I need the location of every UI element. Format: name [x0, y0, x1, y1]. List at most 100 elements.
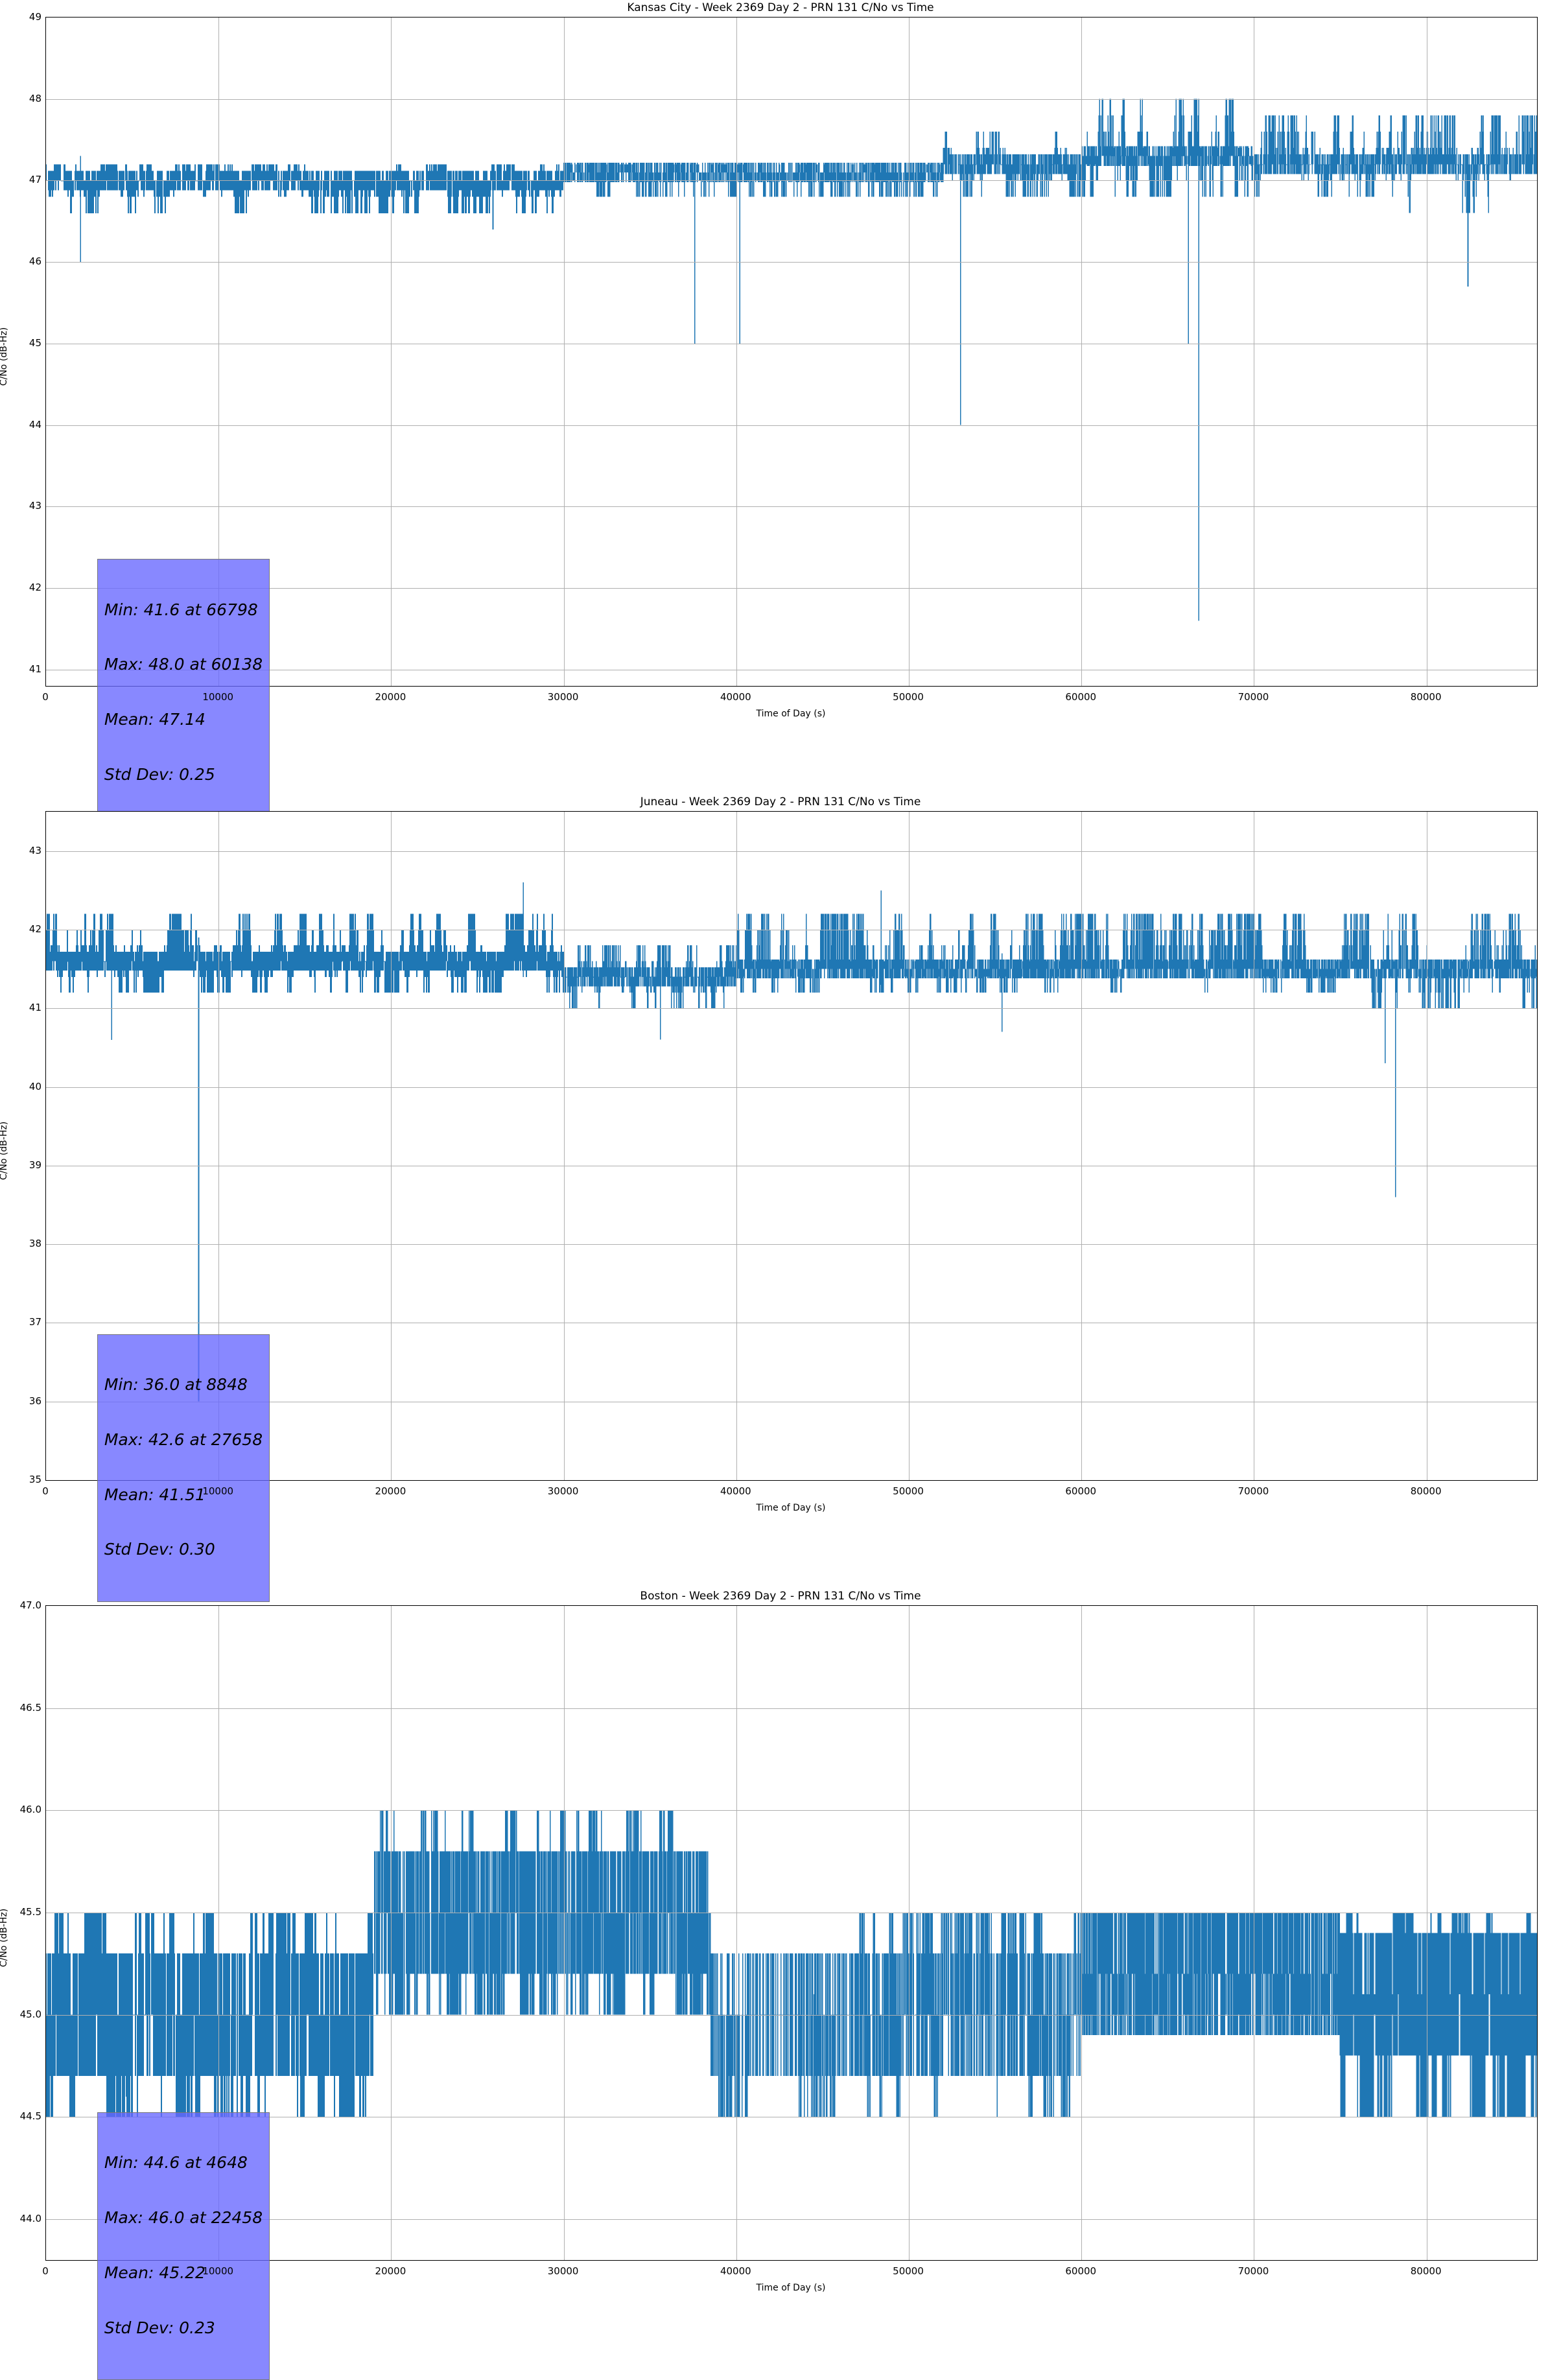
y-axis-tick-label: 47.0: [19, 1599, 41, 1611]
gridline-horizontal: [46, 2014, 1537, 2016]
y-axis-tick-label: 42: [29, 582, 41, 594]
x-axis-tick-label: 70000: [1238, 2265, 1269, 2277]
chart-panel-boston: Boston - Week 2369 Day 2 - PRN 131 C/No …: [0, 1588, 1561, 2380]
gridline-horizontal: [46, 1810, 1537, 1811]
gridline-vertical: [391, 1606, 392, 2260]
gridline-vertical: [218, 1606, 220, 2260]
stats-annotation-box: Min: 36.0 at 8848 Max: 42.6 at 27658 Mea…: [97, 1334, 270, 1603]
y-axis-label: C/No (dB-Hz): [0, 1121, 9, 1180]
x-axis-tick-label: 70000: [1238, 691, 1269, 703]
gridline-vertical: [909, 18, 910, 686]
y-axis-tick-label: 45.5: [19, 1905, 41, 1918]
gridline-vertical: [1081, 1606, 1083, 2260]
x-axis-tick-mark: [564, 1480, 565, 1481]
x-axis-tick-label: 50000: [893, 1485, 924, 1497]
y-axis-tick-mark: [45, 506, 46, 507]
y-axis-tick-label: 49: [29, 11, 41, 23]
x-axis-tick-label: 70000: [1238, 1485, 1269, 1497]
gridline-horizontal: [46, 851, 1537, 852]
x-axis-tick-label: 20000: [375, 691, 406, 703]
x-axis-tick-mark: [909, 686, 910, 687]
y-axis-tick-label: 43: [29, 844, 41, 856]
y-axis-tick-mark: [45, 1087, 46, 1088]
x-axis-tick-mark: [1081, 2260, 1082, 2261]
gridline-vertical: [736, 1606, 737, 2260]
x-axis-tick-mark: [46, 2260, 47, 2261]
x-axis-tick-label: 0: [42, 2265, 49, 2277]
gridline-horizontal: [46, 1008, 1537, 1009]
y-axis-tick-mark: [45, 425, 46, 426]
x-axis-tick-label: 30000: [547, 691, 579, 703]
x-axis-tick-mark: [391, 686, 392, 687]
chart-panel-kansas-city: Kansas City - Week 2369 Day 2 - PRN 131 …: [0, 0, 1561, 827]
plot-area: [45, 811, 1538, 1481]
gridline-vertical: [563, 18, 565, 686]
stats-max: Max: 46.0 at 22458: [104, 2208, 263, 2228]
x-axis-tick-label: 80000: [1410, 2265, 1442, 2277]
y-axis-tick-mark: [45, 1810, 46, 1811]
stats-mean: Mean: 45.22: [104, 2263, 205, 2282]
y-axis-tick-mark: [45, 2015, 46, 2016]
gridline-horizontal: [46, 588, 1537, 589]
gridline-horizontal: [46, 2219, 1537, 2220]
data-series-cno: [46, 812, 1537, 1480]
gridline-vertical: [391, 18, 392, 686]
y-axis-tick-mark: [45, 1244, 46, 1245]
gridline-vertical: [1081, 812, 1083, 1480]
x-axis-tick-mark: [46, 686, 47, 687]
stats-min: Min: 44.6 at 4648: [104, 2153, 248, 2173]
y-axis-tick-label: 44.0: [19, 2212, 41, 2224]
y-axis-tick-mark: [45, 851, 46, 852]
x-axis-tick-label: 80000: [1410, 1485, 1442, 1497]
gridline-vertical: [391, 812, 392, 1480]
y-axis-tick-label: 39: [29, 1159, 41, 1171]
gridline-vertical: [563, 1606, 565, 2260]
y-axis-tick-label: 47: [29, 174, 41, 186]
gridline-vertical: [909, 1606, 910, 2260]
x-axis-tick-mark: [909, 1480, 910, 1481]
chart-title: Juneau - Week 2369 Day 2 - PRN 131 C/No …: [640, 795, 921, 808]
gridline-horizontal: [46, 180, 1537, 182]
gridline-vertical: [909, 812, 910, 1480]
stats-mean: Mean: 47.14: [104, 710, 205, 729]
y-axis-tick-label: 36: [29, 1395, 41, 1407]
x-axis-label: Time of Day (s): [756, 2283, 826, 2293]
y-axis-tick-mark: [45, 588, 46, 589]
x-axis-tick-label: 10000: [202, 1485, 234, 1497]
y-axis-tick-label: 46.0: [19, 1804, 41, 1816]
x-axis-tick-label: 20000: [375, 2265, 406, 2277]
y-axis-tick-label: 44: [29, 418, 41, 430]
y-axis-tick-mark: [45, 180, 46, 181]
x-axis-tick-mark: [564, 686, 565, 687]
y-axis-tick-label: 41: [29, 1002, 41, 1014]
stats-min: Min: 36.0 at 8848: [104, 1375, 248, 1395]
x-axis-tick-label: 60000: [1065, 691, 1097, 703]
y-axis-label: C/No (dB-Hz): [0, 1908, 9, 1967]
chart-panel-juneau: Juneau - Week 2369 Day 2 - PRN 131 C/No …: [0, 794, 1561, 1603]
y-axis-tick-label: 45.0: [19, 2008, 41, 2020]
x-axis-tick-mark: [909, 2260, 910, 2261]
y-axis-tick-label: 45: [29, 336, 41, 349]
gridline-horizontal: [46, 506, 1537, 508]
y-axis-tick-label: 41: [29, 663, 41, 675]
y-axis-tick-label: 42: [29, 923, 41, 935]
gridline-vertical: [736, 18, 737, 686]
gridline-horizontal: [46, 425, 1537, 426]
x-axis-tick-label: 30000: [547, 2265, 579, 2277]
y-axis-label: C/No (dB-Hz): [0, 327, 9, 386]
gridline-horizontal: [46, 262, 1537, 263]
y-axis-tick-label: 37: [29, 1316, 41, 1328]
stats-std: Std Dev: 0.23: [104, 2318, 215, 2337]
y-axis-tick-label: 38: [29, 1238, 41, 1250]
x-axis-tick-mark: [564, 2260, 565, 2261]
stats-mean: Mean: 41.51: [104, 1485, 205, 1504]
y-axis-tick-mark: [45, 1708, 46, 1709]
gridline-horizontal: [46, 99, 1537, 100]
x-axis-tick-label: 10000: [202, 2265, 234, 2277]
x-axis-tick-label: 60000: [1065, 2265, 1097, 2277]
x-axis-tick-label: 40000: [720, 691, 751, 703]
stats-std: Std Dev: 0.30: [104, 1540, 215, 1559]
gridline-horizontal: [46, 1087, 1537, 1088]
chart-title: Boston - Week 2369 Day 2 - PRN 131 C/No …: [640, 1590, 921, 1603]
